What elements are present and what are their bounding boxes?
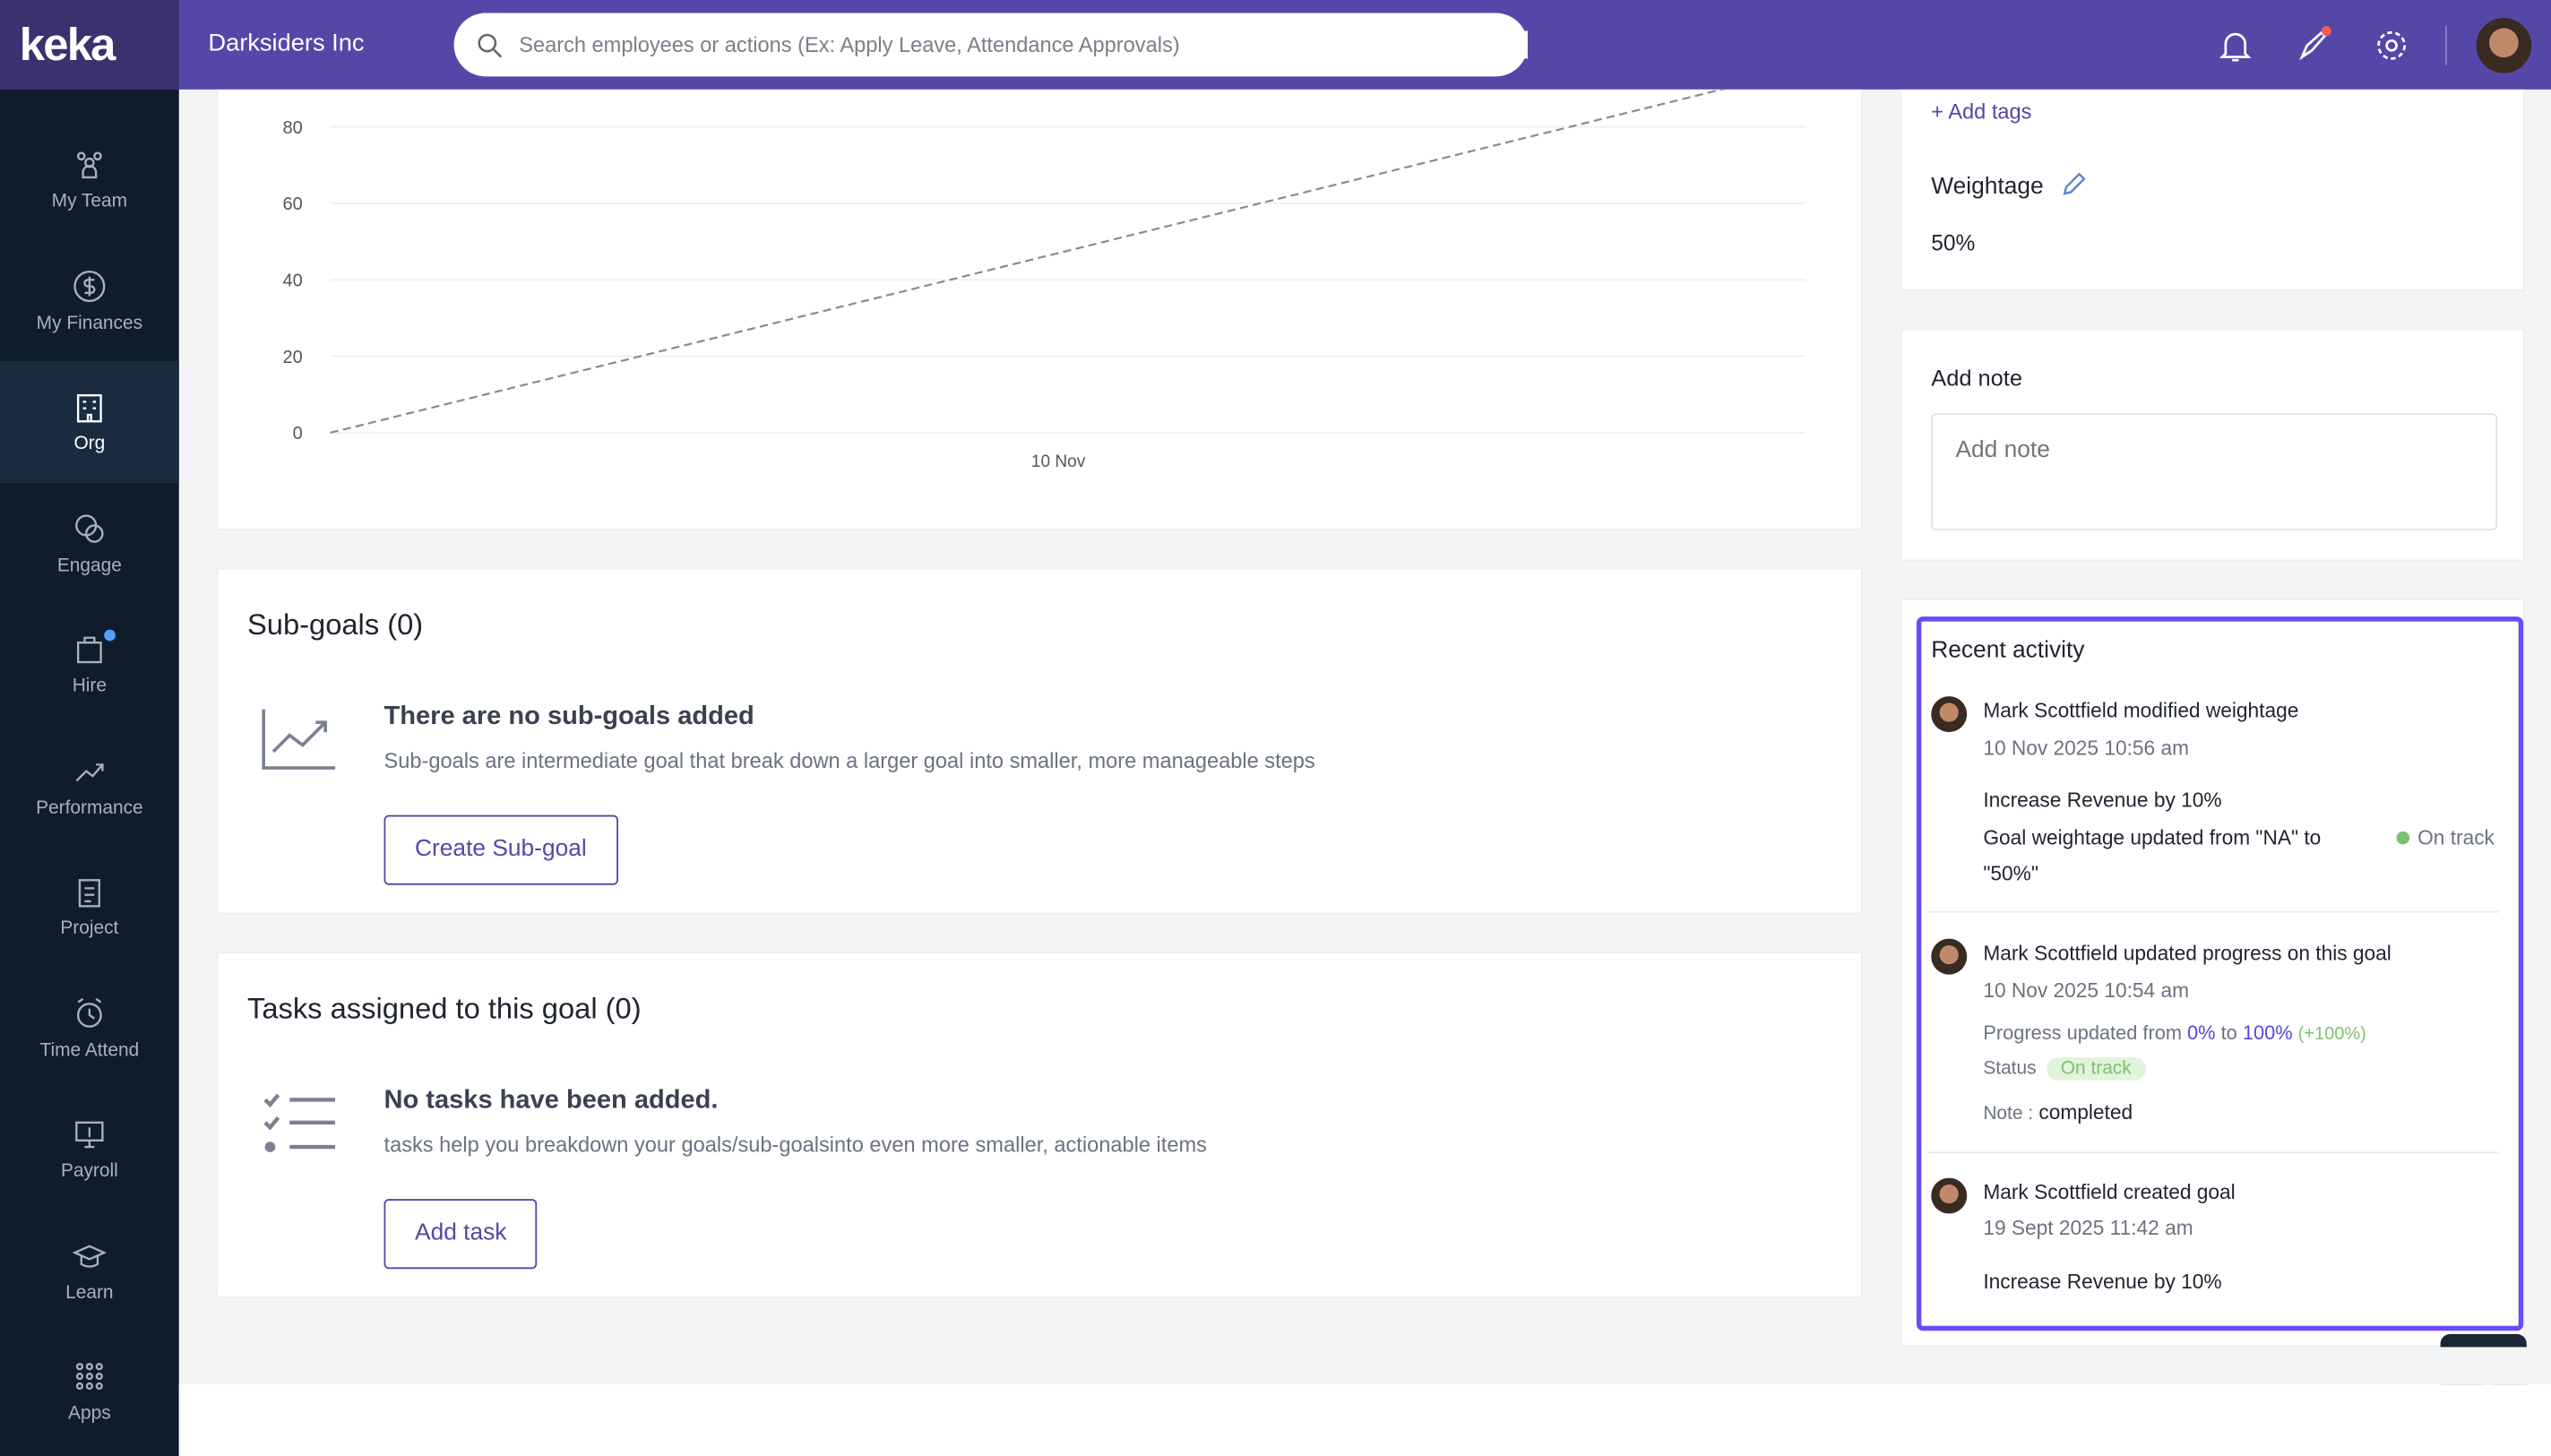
sidebar-item-hire[interactable]: Hire: [0, 604, 179, 725]
sidebar-item-label: Performance: [36, 798, 143, 818]
activity-title: Recent activity: [1931, 637, 2085, 664]
sidebar-item-label: Learn: [65, 1283, 114, 1303]
y-tick-label: 40: [283, 271, 303, 291]
divider: [2444, 26, 2447, 65]
activity-headline: Mark Scottfield updated progress on this…: [1983, 942, 2392, 965]
sidebar-item-label: My Finances: [36, 313, 143, 333]
status-indicator: On track: [2396, 826, 2495, 849]
y-tick-label: 20: [283, 348, 303, 367]
team-icon: [76, 151, 102, 179]
user-avatar: [1931, 1177, 1968, 1214]
progress-detail: Progress updated from 0% to 100% (+100%): [1983, 1021, 2366, 1045]
tasks-empty-desc: tasks help you breakdown your goals/sub-…: [384, 1132, 1207, 1157]
y-tick-label: 0: [293, 424, 303, 444]
y-tick-label: 60: [283, 194, 303, 214]
gear-icon[interactable]: [2372, 26, 2411, 65]
sidebar-item-my-team[interactable]: My Team: [0, 119, 179, 240]
sidebar-item-org[interactable]: Org: [0, 361, 179, 483]
recent-activity-panel: Recent activity Mark Scottfield modified…: [1916, 616, 2524, 1331]
company-name[interactable]: Darksiders Inc: [208, 29, 365, 57]
activity-time: 10 Nov 2025 10:54 am: [1983, 979, 2189, 1003]
sidebar-item-learn[interactable]: Learn: [0, 1210, 179, 1331]
sidebar-item-performance[interactable]: Performance: [0, 725, 179, 846]
chat-icon: [75, 513, 104, 543]
note-input[interactable]: [1931, 413, 2498, 530]
sidebar-item-label: Engage: [56, 556, 122, 576]
status-row: Status On track: [1983, 1057, 2147, 1081]
activity-time: 10 Nov 2025 10:56 am: [1983, 737, 2189, 760]
sidebar-item-label: Time Attend: [39, 1040, 140, 1061]
tasks-card: Tasks assigned to this goal (0) No tasks…: [216, 952, 1863, 1298]
sidebar: My Team My Finances Org Engage Hire Performan…: [0, 89, 179, 1456]
checklist-icon: [263, 1093, 336, 1152]
sidebar-item-label: Org: [73, 435, 106, 455]
trend-icon: [75, 762, 104, 781]
activity-headline: Mark Scottfield modified weightage: [1983, 699, 2299, 723]
sidebar-item-project[interactable]: Project: [0, 846, 179, 967]
rocket-icon[interactable]: [2294, 26, 2333, 65]
subgoals-card: Sub-goals (0) There are no sub-goals add…: [216, 567, 1863, 915]
edit-pencil-icon[interactable]: [2061, 171, 2087, 197]
weightage-value: 50%: [1931, 230, 1976, 256]
search-input[interactable]: [515, 30, 1528, 59]
add-task-button[interactable]: Add task: [384, 1199, 538, 1270]
user-avatar: [1931, 938, 1968, 975]
sidebar-item-label: Hire: [72, 676, 108, 697]
tasks-title: Tasks assigned to this goal (0): [246, 992, 642, 1025]
sidebar-item-label: Project: [60, 919, 119, 940]
sidebar-item-apps[interactable]: Apps: [0, 1331, 179, 1452]
avatar[interactable]: [2476, 17, 2532, 73]
status-badge: On track: [2046, 1057, 2147, 1081]
note-row: Note : completed: [1983, 1101, 2133, 1124]
divider: [1927, 910, 2499, 913]
y-tick-label: 80: [283, 118, 303, 138]
status-dot-icon: [2396, 831, 2410, 845]
graduation-icon: [72, 1245, 108, 1268]
monitor-icon: [75, 1122, 104, 1149]
activity-time: 19 Sept 2025 11:42 am: [1983, 1217, 2193, 1240]
keka-logo[interactable]: keka: [0, 0, 179, 90]
footer-spacer: [216, 1347, 2551, 1385]
activity-headline: Mark Scottfield created goal: [1983, 1181, 2236, 1204]
user-avatar: [1931, 696, 1968, 733]
sidebar-item-engage[interactable]: Engage: [0, 482, 179, 603]
dollar-icon: [73, 270, 106, 302]
clipboard-icon: [78, 879, 100, 908]
clock-icon: [76, 997, 102, 1028]
divider: [1927, 1151, 2499, 1154]
briefcase-icon: [76, 637, 102, 664]
weightage-label: Weightage: [1931, 174, 2044, 201]
activity-goal: Increase Revenue by 10%: [1983, 1271, 2222, 1294]
bell-icon[interactable]: [2216, 26, 2255, 65]
search-box[interactable]: [453, 13, 1528, 77]
note-card: Add note: [1900, 328, 2525, 562]
grid-icon: [75, 1363, 103, 1391]
sidebar-item-label: My Team: [51, 192, 128, 212]
progress-chart: 0 20 40 60 80 10 Nov: [283, 89, 1806, 471]
sidebar-item-time-attend[interactable]: Time Attend: [0, 967, 179, 1088]
notification-dot: [104, 629, 116, 642]
sidebar-item-payroll[interactable]: Payroll: [0, 1089, 179, 1210]
search-icon: [478, 32, 503, 57]
chart-growth-icon: [262, 709, 336, 770]
add-tags-link[interactable]: + Add tags: [1931, 99, 2032, 124]
subgoals-empty-title: There are no sub-goals added: [384, 702, 754, 731]
weightage-card: + Add tags Weightage 50%: [1900, 89, 2525, 292]
sidebar-item-my-finances[interactable]: My Finances: [0, 240, 179, 361]
target-line: [330, 89, 1726, 435]
sidebar-item-label: Apps: [68, 1404, 111, 1425]
tasks-empty-title: No tasks have been added.: [384, 1086, 719, 1115]
progress-chart-card: 0 20 40 60 80 10 Nov: [216, 89, 1863, 530]
create-subgoal-button[interactable]: Create Sub-goal: [384, 814, 618, 885]
sidebar-item-label: Payroll: [60, 1161, 118, 1182]
subgoals-empty-desc: Sub-goals are intermediate goal that bre…: [384, 748, 1315, 773]
activity-goal: Increase Revenue by 10%: [1983, 788, 2222, 813]
note-title: Add note: [1931, 364, 2023, 391]
page-bottom: [178, 1384, 2551, 1456]
activity-detail: Goal weightage updated from "NA" to "50%…: [1983, 826, 2322, 885]
building-icon: [76, 394, 102, 423]
subgoals-title: Sub-goals (0): [246, 608, 424, 642]
top-bar: keka Darksiders Inc: [0, 0, 2551, 90]
x-tick-label: 10 Nov: [1031, 452, 1086, 471]
